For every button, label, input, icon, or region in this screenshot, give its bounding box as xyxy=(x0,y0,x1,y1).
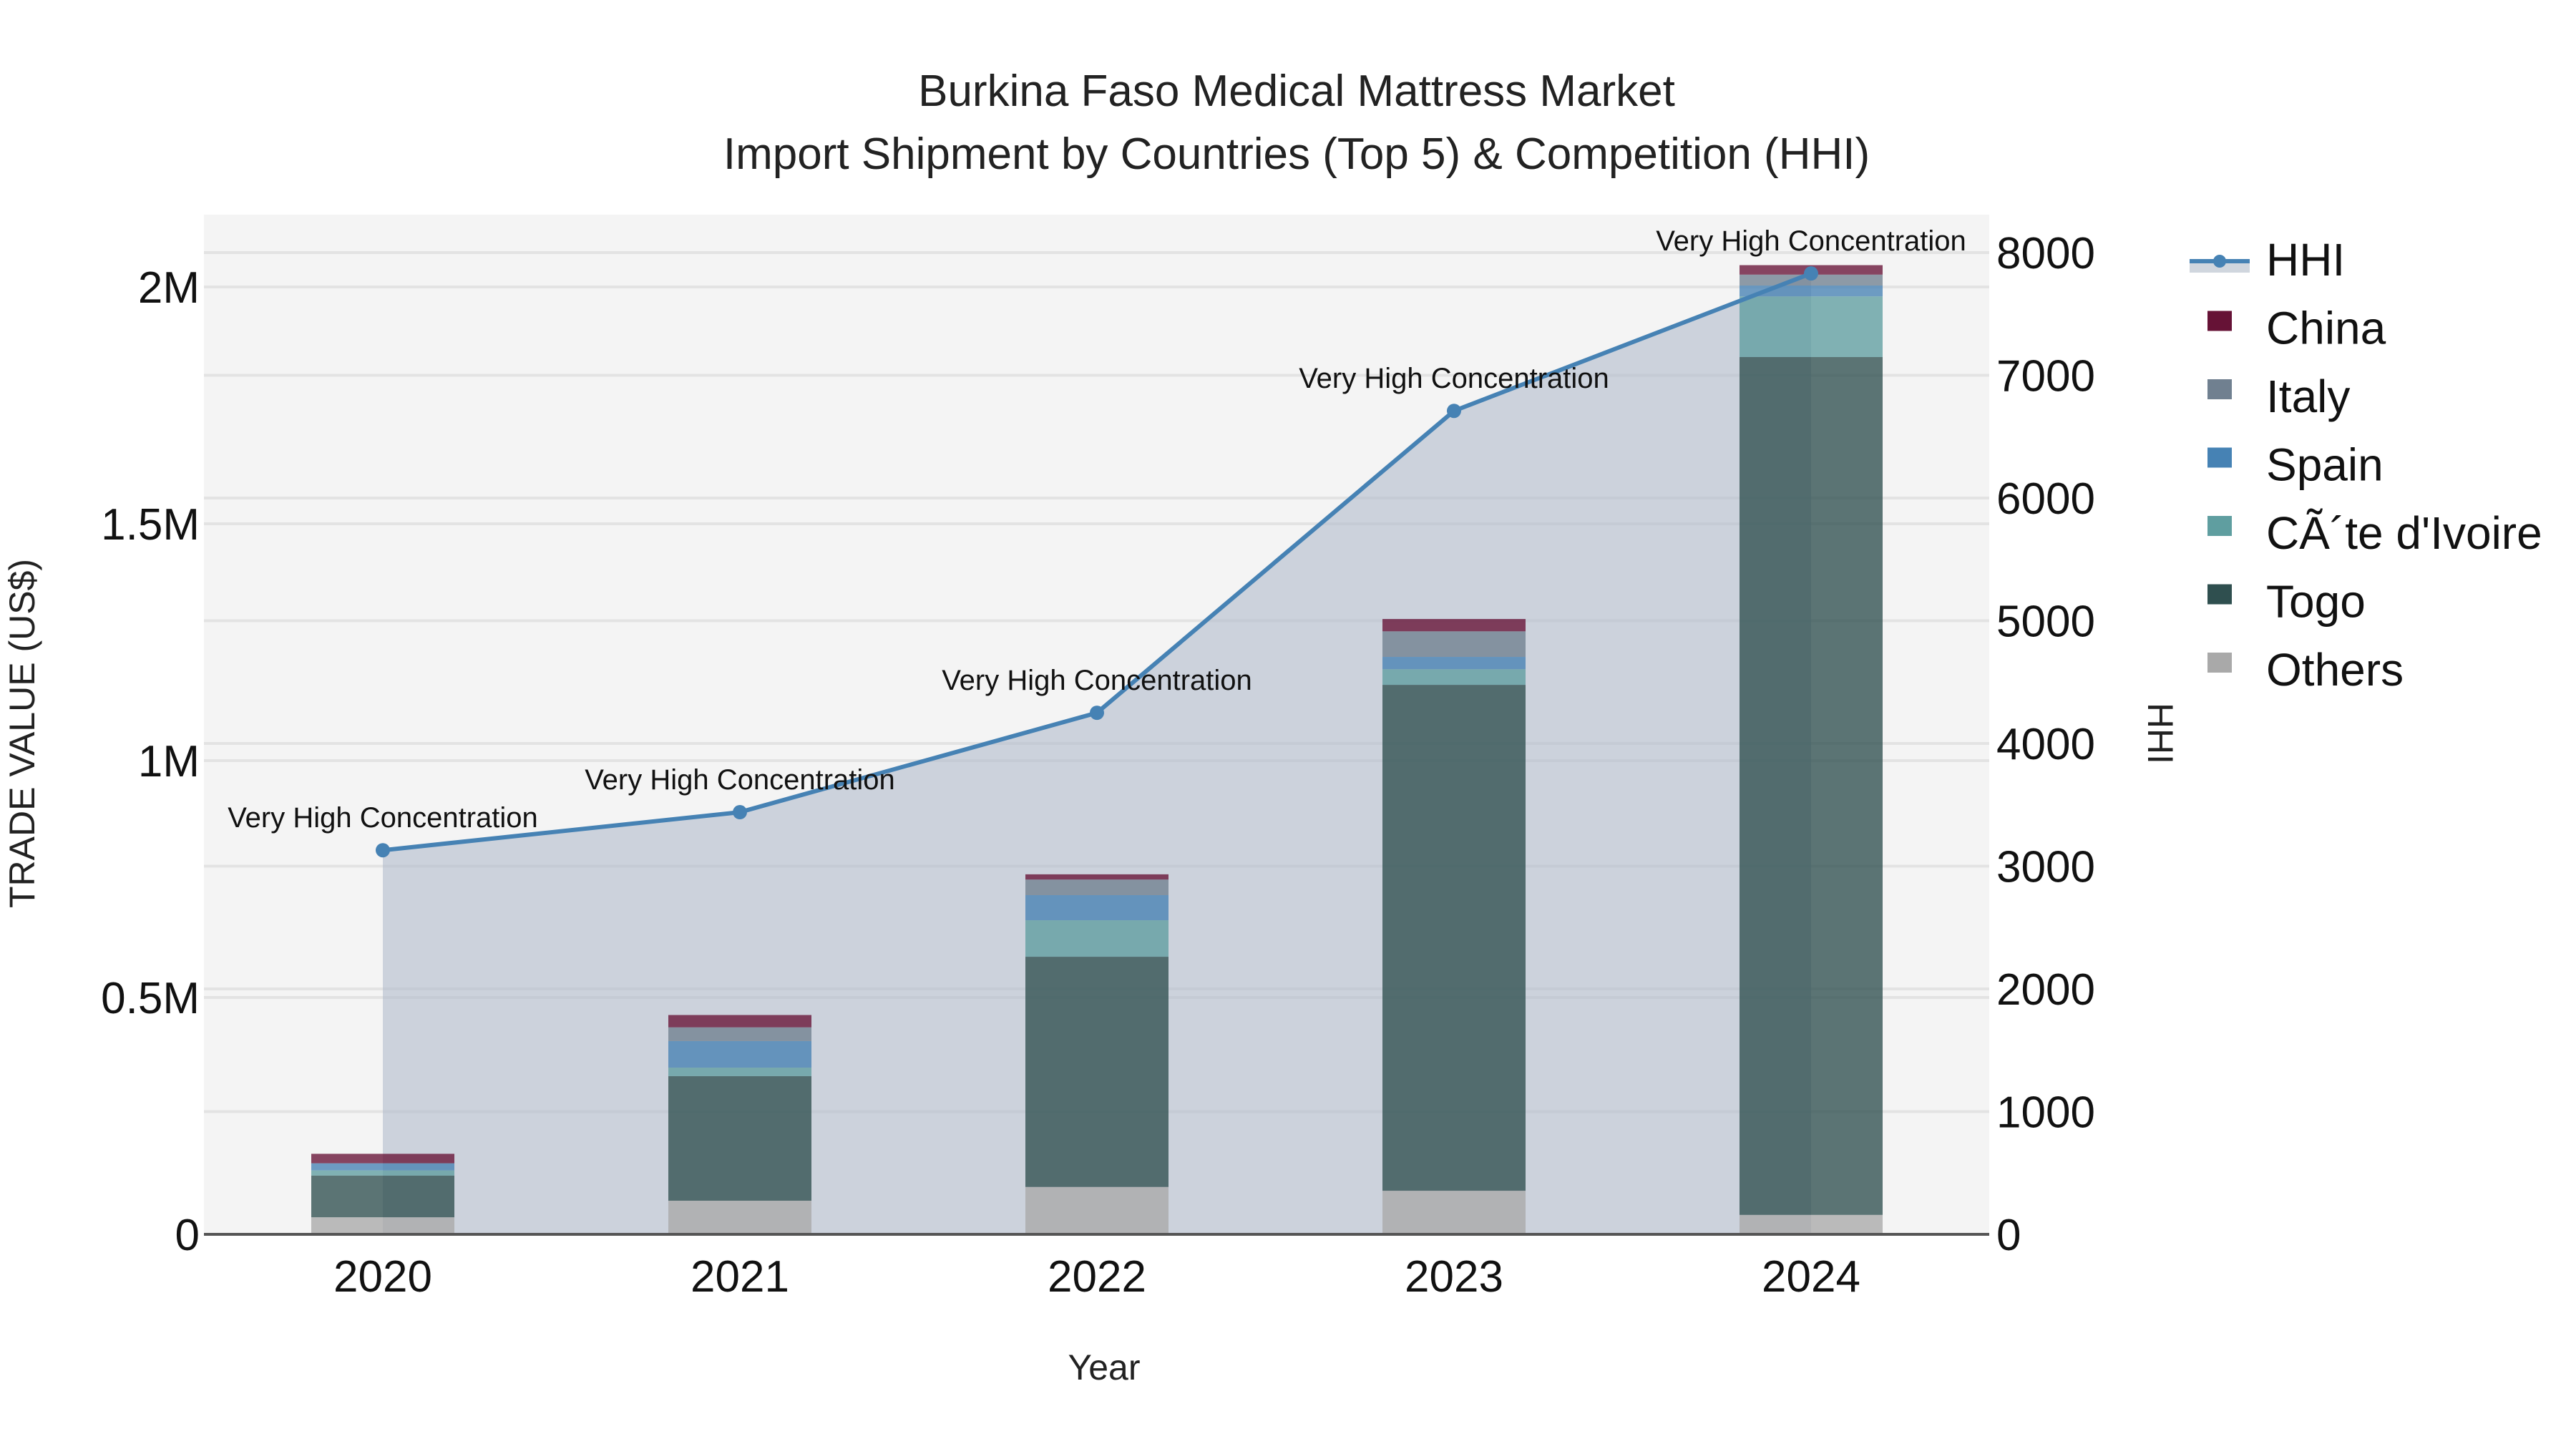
bar-segment xyxy=(1382,631,1526,658)
bar-segment xyxy=(311,1175,454,1218)
bar-segment xyxy=(1025,920,1169,957)
bar-segment xyxy=(1025,1186,1169,1234)
hhi-marker xyxy=(1804,266,1818,281)
hhi-annotation: Very High Concentration xyxy=(942,665,1252,696)
legend-label: Spain xyxy=(2266,439,2384,491)
legend-label: Togo xyxy=(2266,576,2366,628)
legend-swatch-icon xyxy=(2207,311,2232,331)
hhi-annotation: Very High Concentration xyxy=(1656,225,1966,257)
y-right-tick-label: 0 xyxy=(1996,1211,2021,1260)
y-left-tick-label: 1M xyxy=(138,737,200,786)
hhi-annotations: Very High Concentration Very High Concent… xyxy=(228,225,1966,834)
legend-item-spain: Spain xyxy=(2207,439,2384,491)
legend-swatch-icon xyxy=(2207,653,2232,673)
bar-stack-2023 xyxy=(1382,619,1526,1234)
legend-item-togo: Togo xyxy=(2207,576,2366,628)
hhi-line xyxy=(376,266,1818,858)
bar-stack-2024 xyxy=(1740,265,1883,1234)
y-right-tick-label: 6000 xyxy=(1996,474,2095,524)
bar-segment xyxy=(1740,356,1883,1215)
x-tick-label: 2024 xyxy=(1762,1252,1860,1302)
y-left-axis-title: TRADE VALUE (US$) xyxy=(2,559,42,908)
bar-segment xyxy=(1740,296,1883,357)
y-right-tick-label: 1000 xyxy=(1996,1088,2095,1138)
legend-label: HHI xyxy=(2266,234,2345,286)
axes: 0 0.5M 1M 1.5M 2M 0 1000 2000 3000 4000 5000 6000 70… xyxy=(101,229,2095,1302)
chart-title-line2: Import Shipment by Countries (Top 5) & C… xyxy=(723,130,1870,179)
legend-label: Italy xyxy=(2266,371,2350,422)
legend-swatch-icon xyxy=(2207,379,2232,399)
bar-segment xyxy=(1025,879,1169,896)
bar-segment xyxy=(311,1217,454,1234)
y-right-tick-label: 4000 xyxy=(1996,720,2095,769)
y-right-tick-label: 2000 xyxy=(1996,965,2095,1015)
bar-stack-2021 xyxy=(668,1015,811,1234)
legend: HHI China Italy Spain CÃ´te d'Ivoire Togo Othe… xyxy=(2190,234,2542,696)
chart-title-line1: Burkina Faso Medical Mattress Market xyxy=(918,67,1675,116)
legend-label: China xyxy=(2266,303,2386,354)
bar-segment xyxy=(311,1170,454,1176)
bar-segment xyxy=(1382,657,1526,670)
legend-item-hhi: HHI xyxy=(2190,234,2345,286)
hhi-annotation: Very High Concentration xyxy=(228,802,538,834)
x-tick-label: 2020 xyxy=(333,1252,432,1302)
legend-hhi-marker-icon xyxy=(2213,255,2226,268)
bar-segment xyxy=(1382,1191,1526,1234)
stacked-bars xyxy=(311,265,1883,1234)
legend-item-china: China xyxy=(2207,303,2386,354)
y-left-tick-label: 2M xyxy=(138,263,200,313)
bar-segment xyxy=(1025,957,1169,1187)
bar-segment xyxy=(311,1153,454,1163)
bar-segment xyxy=(1382,669,1526,686)
hhi-marker xyxy=(1447,404,1461,419)
y-right-tick-label: 3000 xyxy=(1996,843,2095,892)
bar-stack-2022 xyxy=(1025,874,1169,1234)
legend-label: CÃ´te d'Ivoire xyxy=(2266,507,2542,559)
legend-item-others: Others xyxy=(2207,644,2404,696)
y-right-axis-title: HHI xyxy=(2140,703,2180,764)
hhi-marker xyxy=(733,805,747,820)
x-tick-label: 2023 xyxy=(1405,1252,1503,1302)
bar-segment xyxy=(668,1075,811,1201)
bar-stack-2020 xyxy=(311,1153,454,1234)
y-left-tick-label: 1.5M xyxy=(101,500,200,550)
y-left-tick-label: 0.5M xyxy=(101,974,200,1023)
hhi-annotation: Very High Concentration xyxy=(585,764,895,796)
x-tick-label: 2021 xyxy=(691,1252,789,1302)
legend-label: Others xyxy=(2266,644,2404,696)
hhi-marker xyxy=(376,843,390,858)
bar-segment xyxy=(311,1163,454,1171)
bar-segment xyxy=(668,1067,811,1076)
legend-swatch-icon xyxy=(2207,584,2232,605)
bar-segment xyxy=(1025,895,1169,921)
bar-segment xyxy=(1382,685,1526,1191)
bar-segment xyxy=(668,1015,811,1028)
bar-segment xyxy=(668,1040,811,1068)
legend-item-c-te-d-ivoire: CÃ´te d'Ivoire xyxy=(2207,507,2542,559)
bar-segment xyxy=(1740,1214,1883,1234)
x-tick-label: 2022 xyxy=(1048,1252,1146,1302)
bar-segment xyxy=(1025,874,1169,880)
bar-segment xyxy=(668,1200,811,1234)
hhi-annotation: Very High Concentration xyxy=(1299,363,1609,394)
legend-swatch-icon xyxy=(2207,516,2232,536)
legend-swatch-icon xyxy=(2207,447,2232,468)
y-right-tick-label: 8000 xyxy=(1996,229,2095,278)
x-axis-title: Year xyxy=(1068,1347,1140,1387)
hhi-marker xyxy=(1090,706,1104,721)
y-left-tick-label: 0 xyxy=(175,1211,200,1260)
bar-segment xyxy=(1382,619,1526,632)
bar-segment xyxy=(668,1027,811,1041)
y-right-tick-label: 5000 xyxy=(1996,597,2095,647)
y-right-tick-label: 7000 xyxy=(1996,352,2095,401)
legend-item-italy: Italy xyxy=(2207,371,2350,422)
